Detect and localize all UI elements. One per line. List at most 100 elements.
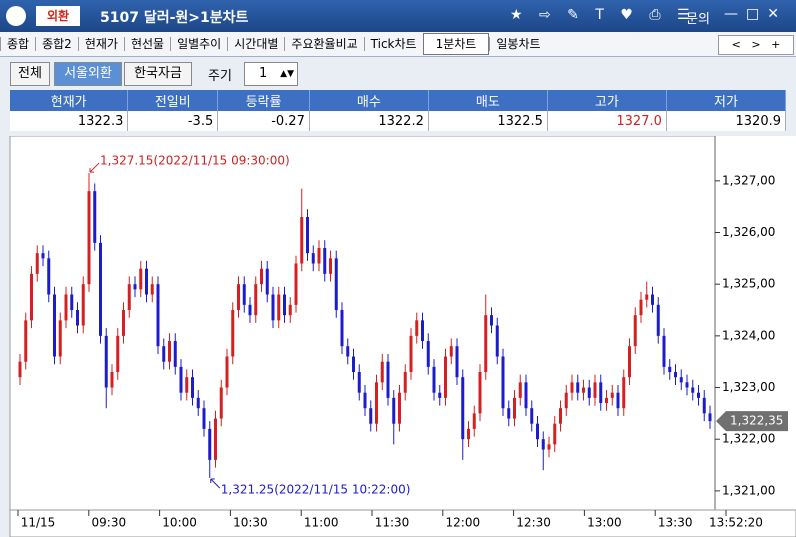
candle-body <box>421 320 424 342</box>
candle-body <box>536 423 539 440</box>
cell: -0.27 <box>217 111 310 131</box>
candle-body <box>277 294 281 321</box>
candle-body <box>455 346 459 378</box>
tab[interactable]: 종합2 <box>35 37 78 51</box>
candle-body <box>547 444 551 450</box>
candle-body <box>116 335 120 373</box>
x-tick-label: 11/15 <box>21 516 56 530</box>
candle-body <box>340 310 344 347</box>
candle-body <box>168 341 171 362</box>
y-tick-label: 1,321,00 <box>722 483 775 497</box>
btn-seoul[interactable]: 서울외환 <box>54 62 122 86</box>
tab[interactable]: 시간대별 <box>227 37 284 51</box>
candle-body <box>570 382 574 393</box>
candle-body <box>202 408 206 429</box>
tab[interactable]: Tick차트 <box>363 37 423 51</box>
tab[interactable]: 일별추이 <box>170 37 227 51</box>
candle-body <box>513 397 516 419</box>
candle-body <box>559 408 562 424</box>
candle-body <box>231 310 235 357</box>
candle-body <box>242 284 246 305</box>
tab[interactable]: 현선물 <box>123 37 170 51</box>
tab[interactable]: 1분차트 <box>422 33 490 55</box>
candle-body <box>398 392 401 424</box>
annotation-high: 1,327.15(2022/11/15 09:30:00) <box>100 154 290 168</box>
candle-body <box>191 377 194 398</box>
tab[interactable]: 종합 <box>0 37 35 51</box>
y-tick-label: 1,325,00 <box>722 277 775 291</box>
candle-body <box>81 284 85 326</box>
candle-body <box>352 356 355 373</box>
candle-body <box>300 216 304 264</box>
column-header: 매수 <box>309 90 429 111</box>
cell: 1322.3 <box>10 111 129 131</box>
candle-body <box>582 387 585 393</box>
toolbar-icons[interactable]: ★ ⇨ ✎ T ♥ ⎙ ☰ <box>510 7 696 23</box>
candle-body <box>93 191 97 243</box>
column-header: 현재가 <box>10 90 129 111</box>
candle-body <box>237 284 240 311</box>
candle-body <box>185 377 189 393</box>
tab-scroll[interactable]: < > + <box>718 35 794 55</box>
candle-body <box>662 335 666 367</box>
x-axis-area <box>9 509 796 537</box>
candle-body <box>708 413 712 422</box>
candle-body <box>409 335 413 373</box>
y-axis-area <box>715 136 796 510</box>
candle-body <box>576 382 580 393</box>
candle-body <box>541 439 545 450</box>
candle-body <box>64 294 68 321</box>
tab[interactable]: 일봉차트 <box>489 37 546 51</box>
candle-body <box>156 284 160 347</box>
x-tick-label: 13:52:20 <box>709 516 763 530</box>
window-title: 5107 달러-원>1분차트 <box>100 10 249 26</box>
candle-body <box>605 397 608 404</box>
candle-body <box>306 216 309 254</box>
candle-body <box>323 248 327 274</box>
window-controls[interactable]: —□✕ <box>724 6 787 22</box>
candle-body <box>162 346 166 362</box>
x-tick-label: 11:00 <box>304 516 339 530</box>
candle-body <box>530 408 534 424</box>
y-tick-label: 1,327,00 <box>722 173 775 187</box>
candle-body <box>674 372 677 378</box>
plot-area <box>9 136 716 511</box>
candle-body <box>30 273 33 321</box>
candle-body <box>47 258 51 295</box>
candle-body <box>587 387 591 398</box>
candle-body <box>484 315 488 373</box>
btn-all[interactable]: 전체 <box>10 62 50 86</box>
candle-body <box>294 263 298 305</box>
candle-body <box>127 284 131 311</box>
column-header: 등락률 <box>217 90 310 111</box>
column-header: 고가 <box>547 90 667 111</box>
help-button[interactable]: 문의 <box>686 12 710 27</box>
x-tick-label: 13:00 <box>587 516 622 530</box>
candle-body <box>426 341 430 367</box>
candle-body <box>329 258 332 274</box>
quote-table: 현재가 전일비 등락률 매수 매도 고가 저가 1322.3 -3.5 -0.27 1322.2 13… <box>10 90 787 131</box>
candle-body <box>599 382 603 404</box>
candle-body <box>375 382 378 424</box>
cell: 1320.9 <box>666 111 787 131</box>
candle-body <box>110 372 114 388</box>
period-spinner[interactable]: 1 ▲▼ <box>244 62 298 86</box>
candle-body <box>219 387 223 419</box>
last-price-label: 1,322,35 <box>730 414 783 428</box>
candle-body <box>628 346 631 378</box>
tab[interactable]: 현재가 <box>77 37 124 51</box>
title-bar: 외환 5107 달러-원>1분차트 ★ ⇨ ✎ T ♥ ⎙ ☰ 문의 —□✕ <box>0 0 796 32</box>
candle-body <box>133 284 137 290</box>
tab[interactable]: 주요환율비교 <box>284 37 363 51</box>
cell: 1327.0 <box>547 111 667 131</box>
module-tab[interactable]: 외환 <box>36 6 80 26</box>
btn-korea[interactable]: 한국자금 <box>124 62 192 86</box>
candle-body <box>495 325 499 357</box>
candle-body <box>225 356 229 388</box>
candle-body <box>35 253 39 274</box>
candle-body <box>76 310 79 326</box>
candle-body <box>518 382 522 398</box>
candle-body <box>593 382 597 398</box>
candle-body <box>122 310 125 336</box>
